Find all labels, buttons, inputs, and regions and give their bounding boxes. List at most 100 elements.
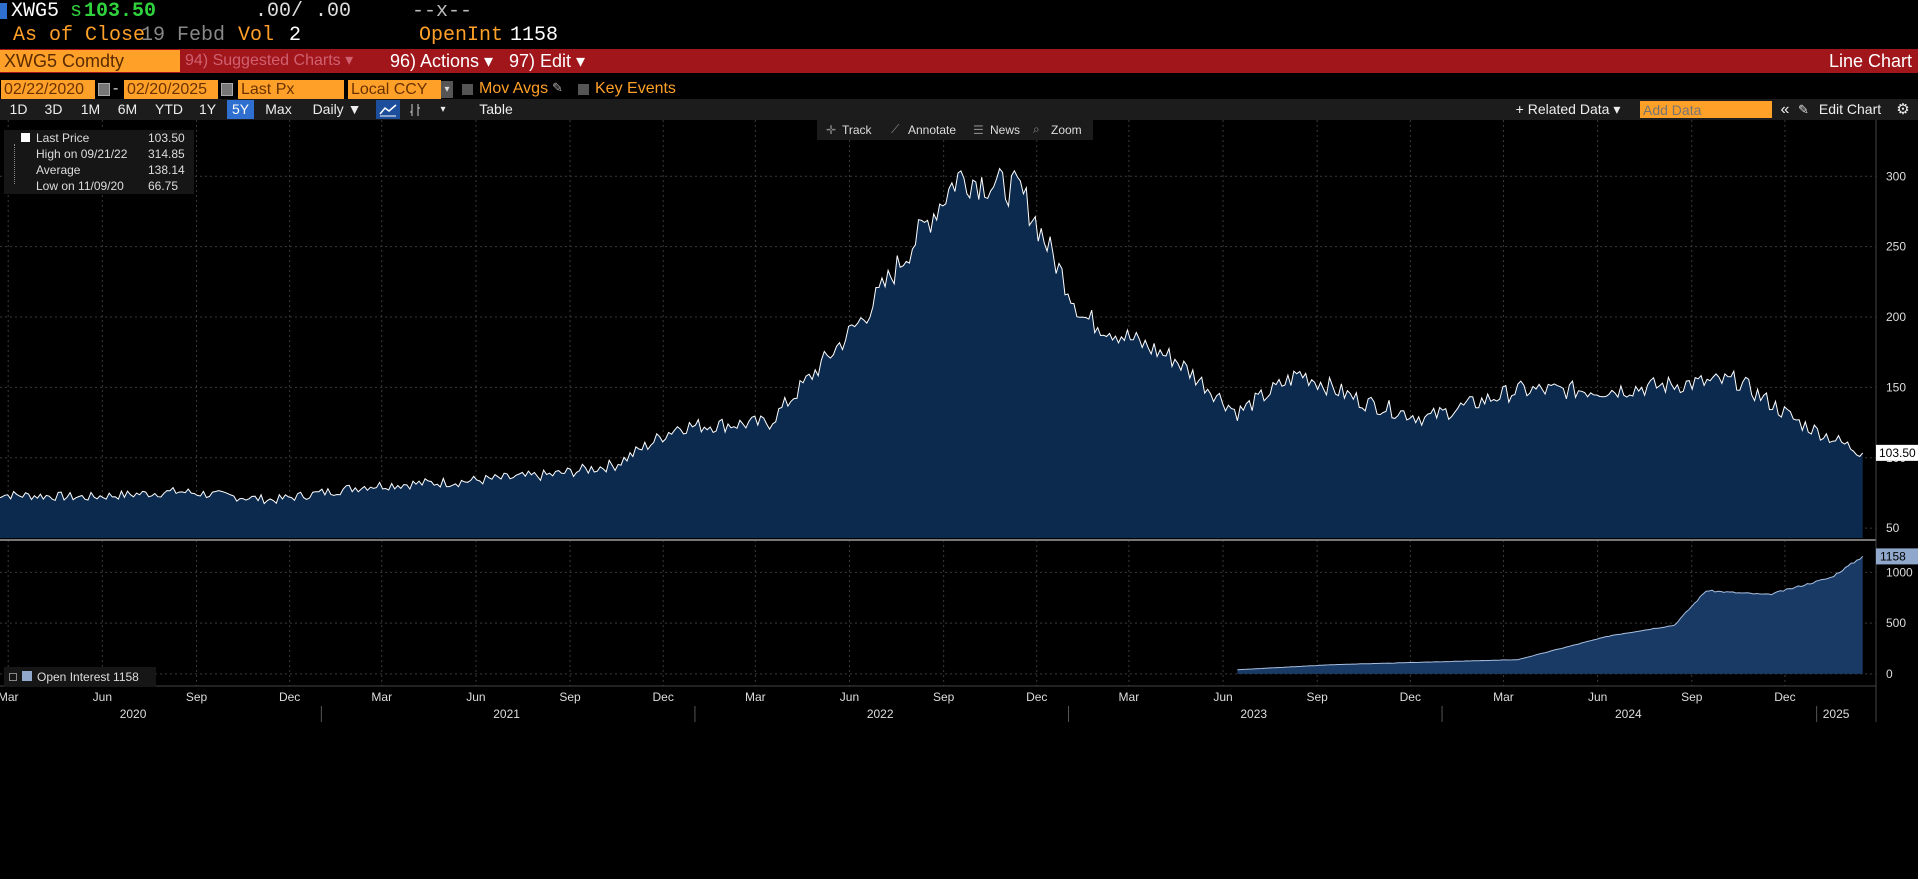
vol-value: 2 (289, 24, 302, 47)
range-3d[interactable]: 3D (44, 101, 63, 117)
x-year-label: 2025 (1823, 707, 1850, 721)
legend-swatch (21, 133, 30, 142)
x-month-label: Mar (745, 690, 766, 704)
quote-header: XWG5 s 103.50 .00/ .00 --x-- As of Close… (0, 0, 1918, 48)
edit-chart-pencil-icon: ✎ (1798, 102, 1809, 117)
mov-avgs-label[interactable]: Mov Avgs (479, 80, 549, 97)
news-button[interactable]: News (990, 123, 1021, 137)
command-bar: XWG5 Comdty 94) Suggested Charts ▾ 96) A… (0, 49, 1918, 73)
key-events-checkbox[interactable] (578, 84, 589, 95)
zoom-icon: ⌕ (1033, 122, 1040, 136)
suggested-charts-menu[interactable]: 94) Suggested Charts ▾ (185, 52, 354, 69)
legend-last-label: Last Price (36, 131, 90, 145)
oi-expand-icon[interactable] (9, 673, 17, 681)
x-month-label: Sep (559, 690, 581, 704)
oi-legend: Open Interest 1158 (4, 667, 156, 687)
edit-chart-button[interactable]: Edit Chart (1818, 101, 1882, 117)
currency-dropdown-icon[interactable]: ▾ (441, 81, 453, 98)
end-calendar-icon[interactable] (221, 83, 233, 96)
y-tick-label: 200 (1886, 310, 1906, 324)
x-year-label: 2020 (120, 707, 147, 721)
price-chart[interactable]: Mar Jun Sep Dec Mar Jun Sep Dec Mar Jun Sep Dec Mar J… (0, 120, 1918, 874)
range-ytd[interactable]: YTD (155, 101, 183, 117)
range-1d[interactable]: 1D (9, 101, 28, 117)
actions-menu[interactable]: 96) Actions ▾ (390, 51, 494, 71)
table-button[interactable]: Table (479, 101, 513, 117)
range-1m[interactable]: 1M (80, 101, 101, 117)
oi-y-tick-label: 1000 (1886, 565, 1913, 579)
legend-high-value: 314.85 (148, 147, 185, 161)
collapse-icon[interactable]: « (1780, 101, 1790, 118)
security-field[interactable]: XWG5 Comdty (0, 50, 180, 72)
gear-icon[interactable]: ⚙ (1896, 101, 1910, 118)
x-month-label: Mar (1119, 690, 1140, 704)
legend-high-label: High on 09/21/22 (36, 147, 128, 161)
x-month-label: Sep (186, 690, 208, 704)
range-1y[interactable]: 1Y (198, 101, 217, 117)
frequency-select[interactable]: Daily ▼ (312, 101, 362, 117)
chart-type-label: Line Chart (1828, 51, 1912, 71)
y-tick-label: 50 (1886, 521, 1900, 535)
range-max[interactable]: Max (265, 101, 292, 117)
start-date-field[interactable]: 02/22/2020 (1, 80, 95, 99)
x-year-label: 2024 (1615, 707, 1642, 721)
oi-area (1237, 556, 1863, 674)
x-month-label: Sep (933, 690, 955, 704)
x-month-label: Jun (1213, 690, 1232, 704)
currency-selector[interactable]: Local CCY (348, 80, 441, 99)
track-button[interactable]: Track (842, 123, 872, 137)
as-of-date: 19 Febd (141, 24, 226, 47)
legend-low-value: 66.75 (148, 179, 179, 193)
legend-low-label: Low on 11/09/20 (36, 179, 124, 193)
params-row: 02/22/2020 - 02/20/2025 Last Px Local CC… (0, 78, 1918, 100)
bid-ask: .00/ .00 (255, 0, 352, 23)
x-month-label: Jun (466, 690, 485, 704)
chart-style-dropdown-icon[interactable]: ▾ (440, 104, 446, 115)
zoom-button[interactable]: Zoom (1051, 123, 1082, 137)
candle-chart-icon[interactable] (404, 100, 426, 119)
edit-menu[interactable]: 97) Edit ▾ (509, 51, 586, 71)
chart-tools: ✛ Track ⟋ Annotate ☰ News ⌕ Zoom (817, 120, 1093, 140)
last-price: 103.50 (84, 0, 157, 23)
start-calendar-icon[interactable] (98, 83, 110, 96)
x-month-label: Jun (840, 690, 859, 704)
range-6m[interactable]: 6M (117, 101, 138, 117)
oi-swatch (22, 671, 32, 681)
price-legend: Last Price 103.50 High on 09/21/22 314.8… (4, 130, 194, 194)
x-year-label: 2023 (1240, 707, 1267, 721)
x-month-label: Mar (371, 690, 392, 704)
price-area (0, 168, 1863, 538)
date-separator: - (113, 80, 119, 97)
oi-y-tick-label: 500 (1886, 616, 1906, 630)
field-selector[interactable]: Last Px (238, 80, 344, 99)
oi-line (1237, 556, 1864, 671)
x-month-label: Sep (1681, 690, 1703, 704)
pencil-icon[interactable]: ✎ (552, 80, 563, 95)
end-date-field[interactable]: 02/20/2025 (124, 80, 218, 99)
annotate-button[interactable]: Annotate (908, 123, 957, 137)
add-data-input[interactable] (1641, 102, 1771, 117)
last-price-tag (1876, 444, 1918, 461)
x-month-label: Dec (279, 690, 300, 704)
news-icon: ☰ (973, 123, 984, 137)
oi-legend-label: Open Interest 1158 (37, 670, 139, 684)
chart-area[interactable]: Mar Jun Sep Dec Mar Jun Sep Dec Mar Jun Sep Dec Mar J… (0, 120, 1918, 874)
openint-label: OpenInt (419, 24, 504, 47)
as-of-label: As of Close (13, 24, 146, 47)
legend-last-value: 103.50 (148, 131, 185, 145)
x-year-label: 2021 (493, 707, 520, 721)
range-5y[interactable]: 5Y (227, 100, 254, 119)
y-tick-label: 250 (1886, 240, 1906, 254)
mov-avgs-checkbox[interactable] (462, 84, 473, 95)
x-month-label: Jun (1588, 690, 1607, 704)
legend-average-value: 138.14 (148, 163, 185, 177)
related-data-menu[interactable]: + Related Data ▾ (1515, 101, 1621, 117)
key-events-label[interactable]: Key Events (595, 80, 676, 97)
oi-y-tick-label: 0 (1886, 667, 1893, 681)
line-chart-icon[interactable] (376, 100, 400, 119)
last-price-tag-text: 103.50 (1879, 446, 1916, 460)
vol-label: Vol (238, 24, 275, 47)
legend-average-label: Average (36, 163, 81, 177)
crosshair-icon: ✛ (826, 123, 837, 137)
x-month-label: Dec (1400, 690, 1421, 704)
